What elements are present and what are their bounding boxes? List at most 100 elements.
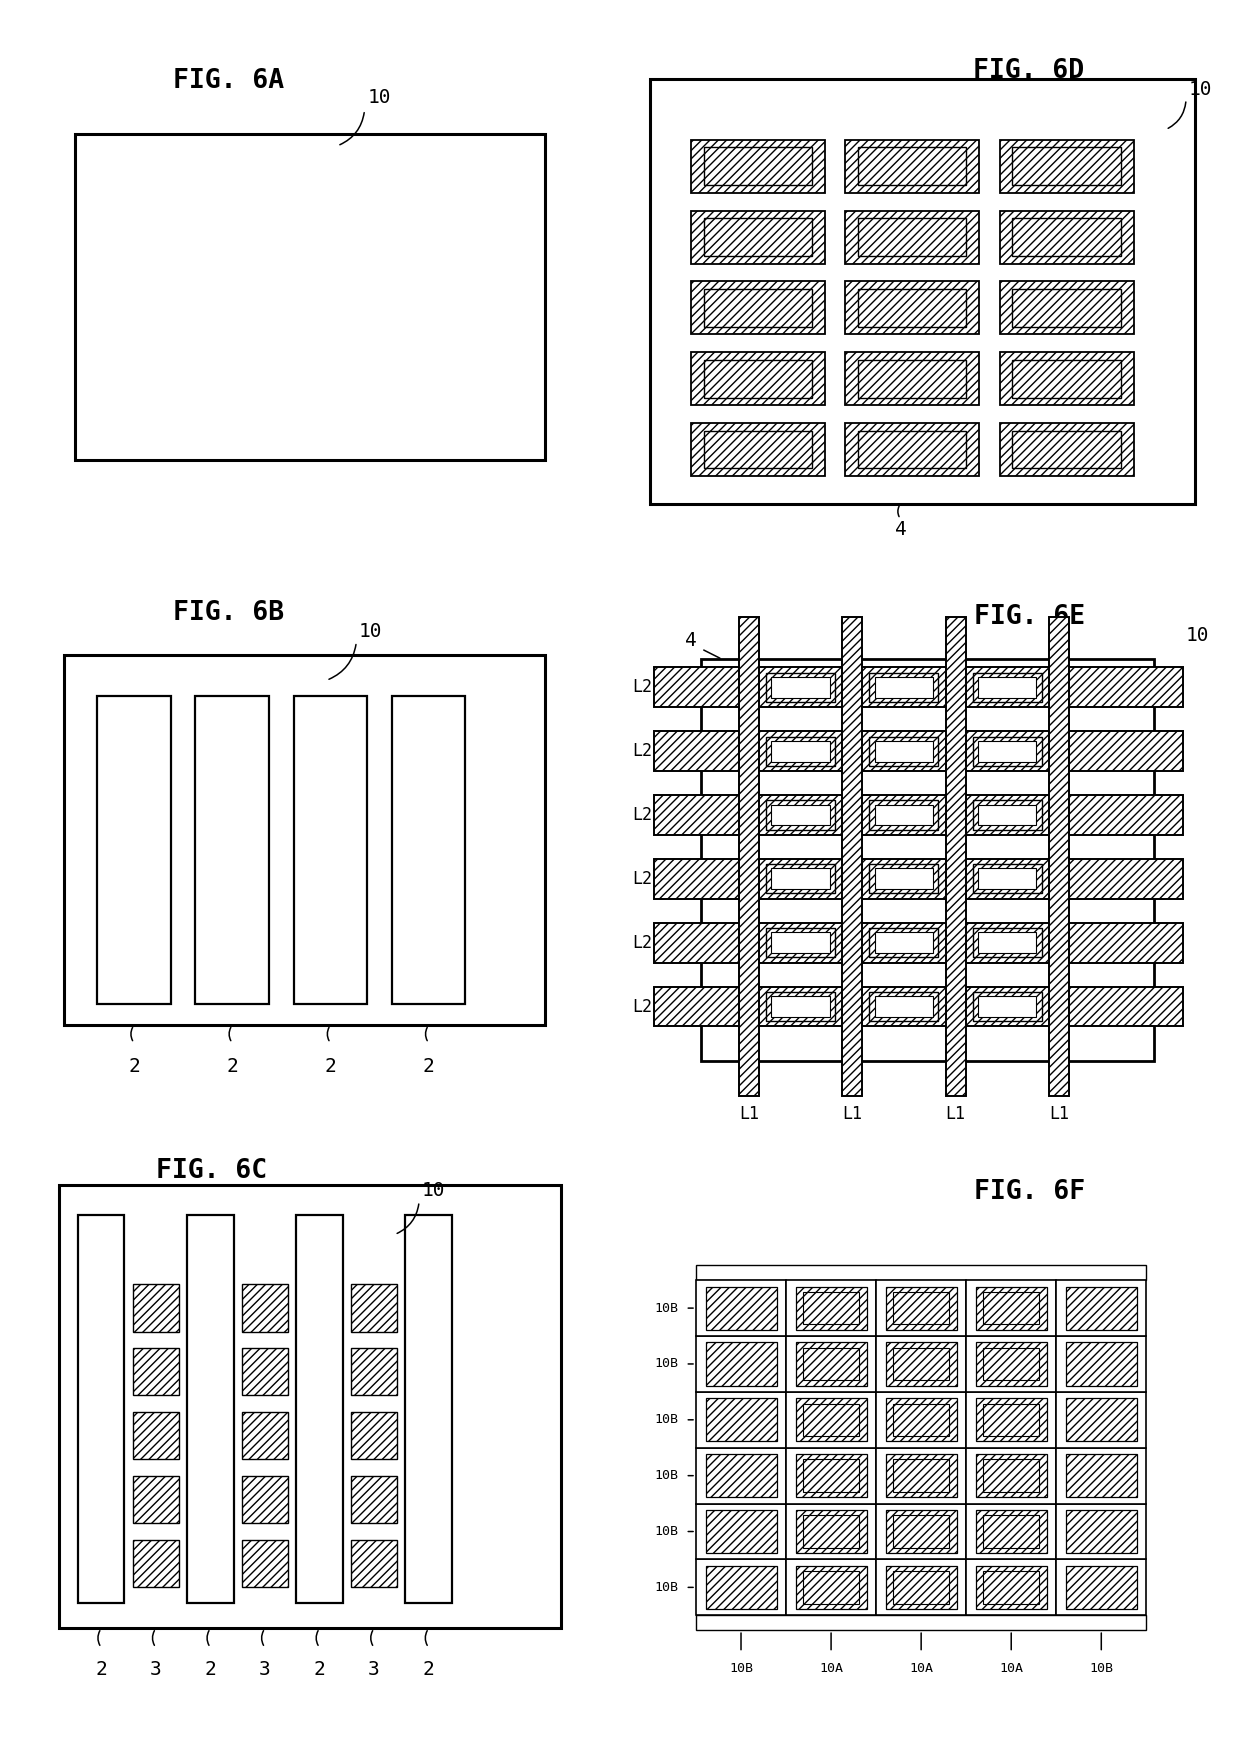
Bar	[351, 1413, 397, 1460]
Bar	[893, 1404, 950, 1435]
Bar	[706, 1454, 776, 1496]
Bar	[691, 140, 825, 194]
Bar	[877, 1559, 966, 1615]
Bar	[771, 996, 830, 1017]
Bar	[242, 1413, 288, 1460]
Bar	[1056, 1559, 1146, 1615]
Text: 10B: 10B	[655, 1357, 678, 1371]
Bar	[796, 1510, 867, 1554]
Bar	[97, 696, 171, 1005]
Text: 4: 4	[684, 631, 697, 651]
Bar	[858, 431, 966, 469]
Bar	[771, 869, 830, 889]
Bar	[696, 1266, 1146, 1280]
Text: 10B: 10B	[729, 1662, 753, 1674]
Bar	[893, 1571, 950, 1603]
Bar	[405, 1216, 451, 1603]
Bar	[242, 1475, 288, 1523]
Bar	[973, 673, 1042, 703]
Bar	[973, 736, 1042, 766]
Bar	[706, 1510, 776, 1554]
Bar	[973, 928, 1042, 957]
Bar	[858, 359, 966, 398]
Bar	[858, 218, 966, 256]
Bar	[973, 800, 1042, 830]
Bar	[1049, 617, 1069, 1095]
Bar	[804, 1516, 859, 1547]
Text: 10: 10	[422, 1181, 445, 1200]
Bar	[1012, 218, 1121, 256]
Bar	[691, 211, 825, 263]
Text: 10A: 10A	[999, 1662, 1023, 1674]
Bar	[786, 1392, 877, 1448]
Bar	[869, 928, 939, 957]
Text: 10: 10	[360, 623, 383, 642]
Bar	[1012, 290, 1121, 326]
Text: 2: 2	[325, 1057, 336, 1076]
Bar	[294, 696, 367, 1005]
Bar	[966, 1559, 1056, 1615]
Bar	[691, 281, 825, 335]
Bar	[842, 617, 862, 1095]
Bar	[804, 1348, 859, 1380]
Bar	[1056, 1503, 1146, 1559]
Text: 10B: 10B	[655, 1580, 678, 1594]
Bar	[1066, 1287, 1137, 1329]
Bar	[706, 1566, 776, 1610]
Bar	[786, 1559, 877, 1615]
Bar	[706, 1287, 776, 1329]
Bar	[999, 352, 1133, 405]
Bar	[653, 987, 1183, 1027]
Bar	[771, 741, 830, 762]
Bar	[846, 211, 980, 263]
Bar	[703, 359, 812, 398]
Bar	[869, 865, 939, 893]
Bar	[978, 996, 1037, 1017]
Bar	[796, 1343, 867, 1385]
Bar	[869, 800, 939, 830]
Bar	[796, 1399, 867, 1441]
Bar	[691, 352, 825, 405]
Bar	[978, 933, 1037, 952]
Bar	[696, 1559, 786, 1615]
Bar	[766, 736, 835, 766]
Text: L1: L1	[1049, 1106, 1069, 1123]
Bar	[983, 1571, 1039, 1603]
Bar	[976, 1510, 1047, 1554]
Bar	[976, 1454, 1047, 1496]
Bar	[846, 140, 980, 194]
Text: L2: L2	[632, 933, 652, 952]
Bar	[771, 933, 830, 952]
Text: 3: 3	[150, 1660, 161, 1679]
Bar	[976, 1566, 1047, 1610]
Bar	[946, 617, 966, 1095]
Bar	[877, 1448, 966, 1503]
Bar	[766, 865, 835, 893]
Text: 10B: 10B	[1089, 1662, 1114, 1674]
Bar	[696, 1615, 1146, 1631]
Bar	[691, 422, 825, 476]
Bar	[966, 1448, 1056, 1503]
Bar	[1056, 1448, 1146, 1503]
Bar	[999, 140, 1133, 194]
Bar	[796, 1566, 867, 1610]
Bar	[786, 1503, 877, 1559]
Bar	[1056, 1280, 1146, 1336]
Text: 2: 2	[95, 1660, 107, 1679]
Bar	[766, 673, 835, 703]
Text: 3: 3	[368, 1660, 379, 1679]
Bar	[242, 1284, 288, 1332]
Bar	[804, 1404, 859, 1435]
Bar	[869, 992, 939, 1022]
Bar	[973, 865, 1042, 893]
Text: FIG. 6D: FIG. 6D	[973, 58, 1084, 84]
Bar	[796, 1454, 867, 1496]
Bar	[653, 731, 1183, 771]
Bar	[846, 281, 980, 335]
Bar	[76, 134, 544, 460]
Bar	[804, 1460, 859, 1491]
Bar	[874, 741, 932, 762]
Text: 10: 10	[1185, 626, 1209, 645]
Bar	[983, 1516, 1039, 1547]
Bar	[133, 1284, 179, 1332]
